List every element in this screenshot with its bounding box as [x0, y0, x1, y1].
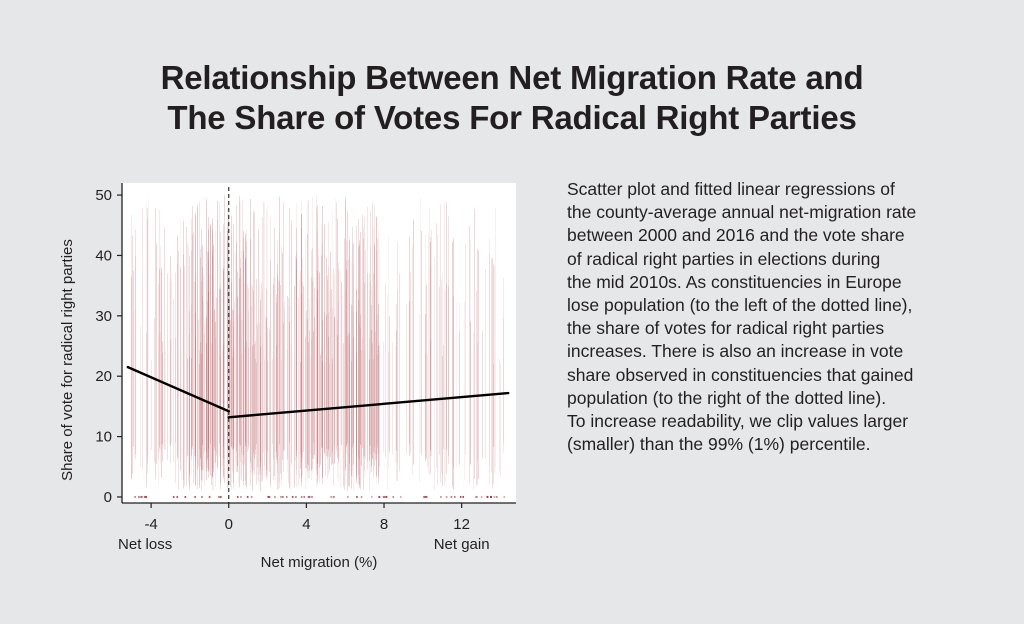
- data-point-zero: [450, 495, 453, 498]
- data-point-zero: [333, 495, 335, 498]
- data-point-zero: [370, 495, 373, 498]
- data-point-zero: [194, 495, 196, 498]
- y-tick-label: 10: [95, 429, 112, 446]
- data-point-zero: [267, 495, 269, 498]
- data-point-zero: [480, 495, 483, 498]
- x-end-label-right: Net gain: [434, 536, 490, 553]
- data-point-zero: [384, 495, 386, 498]
- data-point-zero: [268, 495, 270, 498]
- data-point-zero: [490, 495, 492, 498]
- data-point-zero: [208, 495, 211, 498]
- title-line-1: Relationship Between Net Migration Rate …: [160, 59, 864, 96]
- data-point-zero: [424, 495, 427, 498]
- data-point-zero: [360, 495, 363, 498]
- data-point-zero: [172, 495, 175, 498]
- data-points: [131, 195, 506, 498]
- data-point-zero: [295, 495, 297, 498]
- data-point-zero: [496, 495, 498, 498]
- data-point-zero: [311, 495, 313, 498]
- y-tick-label: 50: [95, 187, 112, 204]
- data-point-zero: [453, 495, 456, 498]
- data-point-zero: [476, 495, 478, 498]
- data-point-zero: [474, 495, 477, 498]
- data-point-zero: [291, 495, 294, 498]
- data-point-zero: [143, 495, 146, 498]
- x-tick-label: 4: [302, 516, 310, 533]
- data-point-zero: [139, 495, 142, 498]
- data-point-zero: [282, 495, 284, 498]
- data-point-zero: [308, 495, 311, 498]
- x-axis-label: Net migration (%): [261, 554, 378, 571]
- data-point-zero: [382, 495, 385, 498]
- data-point-zero: [495, 495, 498, 498]
- data-point-zero: [141, 495, 143, 498]
- y-tick-label: 30: [95, 308, 112, 325]
- data-point-zero: [285, 495, 288, 498]
- data-point-zero: [332, 495, 335, 498]
- data-point-zero: [440, 495, 442, 498]
- chart-title: Relationship Between Net Migration Rate …: [0, 58, 1024, 138]
- data-point-zero: [280, 495, 282, 498]
- x-tick-label: 0: [225, 516, 233, 533]
- data-point-zero: [356, 495, 358, 498]
- data-point-zero: [134, 495, 136, 498]
- data-point-zero: [184, 495, 187, 498]
- data-point-zero: [300, 495, 303, 498]
- data-point-zero: [378, 495, 381, 498]
- y-tick-label: 20: [95, 368, 112, 385]
- data-point-zero: [459, 495, 462, 498]
- data-point-zero: [176, 495, 179, 498]
- data-point-zero: [145, 495, 147, 498]
- data-point-zero: [201, 495, 203, 498]
- title-line-2: The Share of Votes For Radical Right Par…: [167, 99, 857, 136]
- y-tick-label: 0: [104, 489, 112, 506]
- x-tick-label: 12: [453, 516, 470, 533]
- fit-line-net-loss: [126, 365, 230, 413]
- x-tick-label: -4: [144, 516, 157, 533]
- data-point-zero: [423, 495, 425, 498]
- data-point-zero: [218, 495, 220, 498]
- data-point-zero: [303, 495, 306, 498]
- data-point-zero: [493, 495, 496, 498]
- data-point-zero: [503, 495, 506, 498]
- data-point-zero: [399, 495, 402, 498]
- chart-area: 0 10 20 30 40 50 -4 0 4 8 12 Net loss Net gain Net mi…: [40, 170, 540, 590]
- data-point-zero: [274, 495, 276, 498]
- data-point-zero: [307, 495, 310, 498]
- data-point-zero: [240, 495, 242, 498]
- data-point-zero: [385, 495, 388, 498]
- data-point-zero: [250, 495, 253, 498]
- data-point-zero: [347, 495, 349, 498]
- data-point-zero: [145, 495, 148, 498]
- data-point-zero: [383, 495, 385, 498]
- data-point-zero: [486, 495, 489, 498]
- data-point-zero: [236, 495, 239, 498]
- data-point-zero: [138, 495, 140, 498]
- data-point-zero: [392, 495, 395, 498]
- scatter-chart: 0 10 20 30 40 50 -4 0 4 8 12 Net loss Net gain Net mi…: [59, 183, 516, 571]
- y-axis-label: Share of vote for radical right parties: [59, 239, 76, 481]
- data-point-zero: [220, 495, 222, 498]
- y-tick-label: 40: [95, 247, 112, 264]
- data-point-zero: [330, 495, 332, 498]
- data-point-zero: [425, 495, 428, 498]
- fit-line-net-gain: [227, 391, 510, 419]
- x-tick-label: 8: [380, 516, 388, 533]
- description-text: Scatter plot and fitted linear regressio…: [567, 179, 917, 455]
- data-point-zero: [462, 495, 465, 498]
- data-point-zero: [246, 495, 249, 498]
- data-point-zero: [445, 495, 448, 498]
- x-end-label-left: Net loss: [118, 536, 172, 553]
- plot-background: [122, 183, 516, 503]
